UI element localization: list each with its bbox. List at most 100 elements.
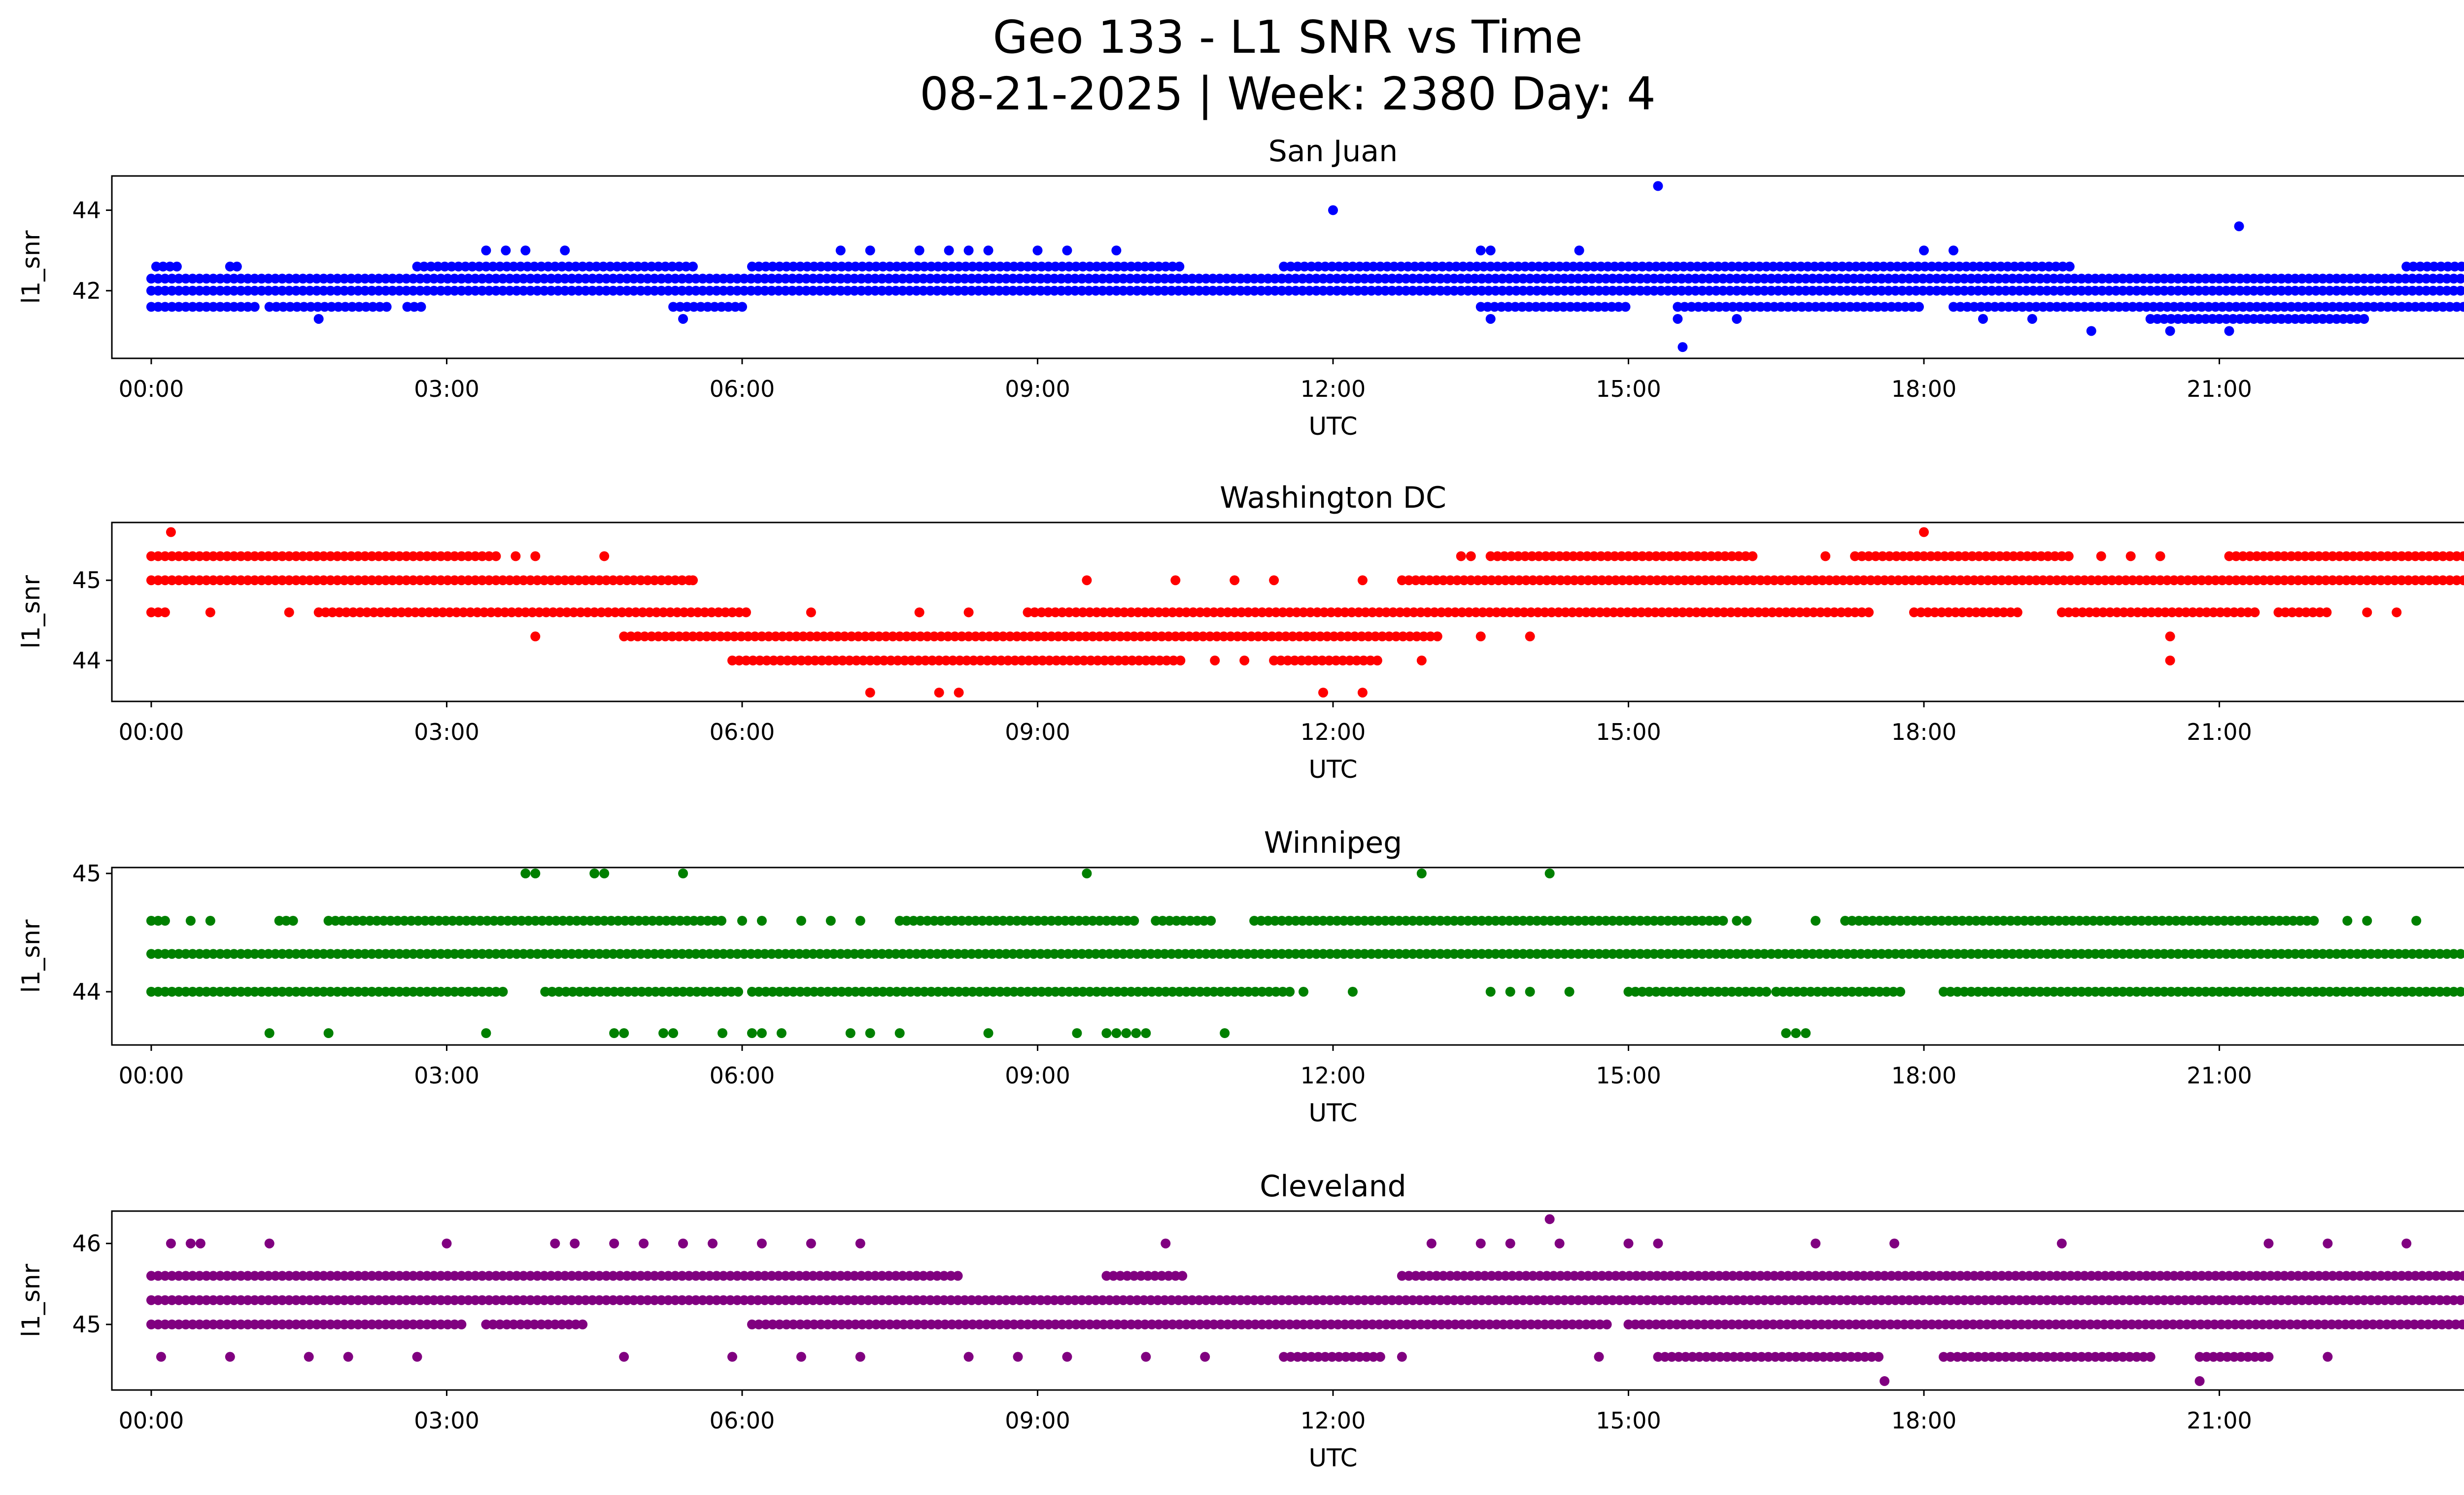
data-point (1961, 261, 1971, 272)
data-point (408, 987, 418, 997)
data-point (1918, 949, 1928, 959)
data-point (449, 949, 460, 959)
data-point (2293, 302, 2303, 312)
data-point (695, 631, 705, 642)
data-point (285, 302, 295, 312)
data-point (2005, 916, 2016, 926)
data-point (2442, 285, 2452, 296)
data-point (1826, 987, 1837, 997)
data-point (2027, 313, 2037, 324)
data-point (427, 916, 437, 926)
data-point (436, 551, 446, 561)
data-point (1070, 1295, 1080, 1305)
data-point (1490, 949, 1501, 959)
data-point (2387, 285, 2397, 296)
data-point (201, 949, 211, 959)
data-point (1916, 607, 1926, 618)
data-point (1174, 987, 1185, 997)
data-point (1946, 949, 1955, 959)
data-point (663, 949, 674, 959)
data-point (1526, 607, 1536, 618)
data-point (2308, 607, 2318, 618)
data-point (1057, 607, 1067, 618)
data-point (2200, 987, 2211, 997)
data-point (496, 916, 506, 926)
data-point (1580, 1295, 1590, 1305)
data-point (1297, 656, 1307, 665)
data-point (491, 987, 501, 997)
data-point (2362, 575, 2372, 586)
data-point (205, 607, 215, 618)
data-point (1859, 1271, 1869, 1281)
data-point (1291, 274, 1301, 284)
data-point (1762, 302, 1773, 312)
data-point (1192, 916, 1202, 926)
data-point (2141, 1271, 2152, 1281)
data-point (780, 1295, 790, 1305)
data-point (1373, 916, 1383, 926)
data-point (828, 285, 839, 296)
data-point (151, 261, 161, 272)
data-point (1367, 1320, 1377, 1329)
data-point (1684, 607, 1695, 618)
data-point (837, 656, 848, 665)
data-point (1397, 1352, 1407, 1362)
data-point (2021, 987, 2031, 997)
data-point (1230, 575, 1240, 586)
data-point (180, 1271, 191, 1281)
data-point (582, 987, 592, 997)
data-point (2231, 575, 2241, 586)
data-point (2155, 1271, 2165, 1281)
data-point (2017, 302, 2027, 312)
data-point (1071, 987, 1081, 997)
data-point (1028, 274, 1039, 284)
data-point (1201, 274, 1211, 284)
data-point (2238, 302, 2248, 312)
data-point (1170, 1271, 1181, 1281)
data-point (1766, 949, 1777, 959)
data-point (939, 1295, 949, 1305)
data-point (2423, 1320, 2433, 1329)
data-point (527, 607, 538, 618)
data-point (2341, 302, 2352, 312)
data-point (1064, 1320, 1074, 1329)
data-point (318, 1295, 329, 1305)
data-point (2084, 607, 2094, 618)
data-point (1768, 1320, 1779, 1329)
data-point (650, 1295, 660, 1305)
data-point (1775, 1320, 1785, 1329)
data-point (2250, 1352, 2260, 1362)
data-point (974, 987, 985, 997)
data-point (1973, 949, 1983, 959)
data-point (2272, 1271, 2283, 1281)
data-point (2077, 607, 2088, 618)
data-point (1823, 261, 1834, 272)
data-point (2348, 302, 2359, 312)
data-point (1318, 949, 1328, 959)
data-point (532, 1271, 543, 1281)
data-point (1043, 987, 1054, 997)
data-point (2183, 1271, 2193, 1281)
data-point (843, 987, 854, 997)
data-point (2278, 1320, 2289, 1329)
data-point (1423, 261, 1434, 272)
data-point (353, 575, 363, 586)
data-point (562, 607, 572, 618)
data-point (2435, 285, 2445, 296)
data-point (1291, 285, 1301, 296)
data-point (2118, 987, 2128, 997)
data-point (2133, 1320, 2144, 1329)
data-point (1555, 575, 1566, 586)
y-tick-label: 46 (72, 1230, 101, 1257)
data-point (911, 949, 922, 959)
data-point (1092, 261, 1102, 272)
data-point (1665, 987, 1675, 997)
data-point (1219, 631, 1229, 642)
data-point (1674, 1352, 1684, 1362)
data-point (1635, 949, 1645, 959)
data-point (1339, 274, 1349, 284)
data-point (2131, 285, 2142, 296)
data-point (2223, 1320, 2233, 1329)
data-point (1354, 1320, 1364, 1329)
data-point (2216, 1320, 2226, 1329)
